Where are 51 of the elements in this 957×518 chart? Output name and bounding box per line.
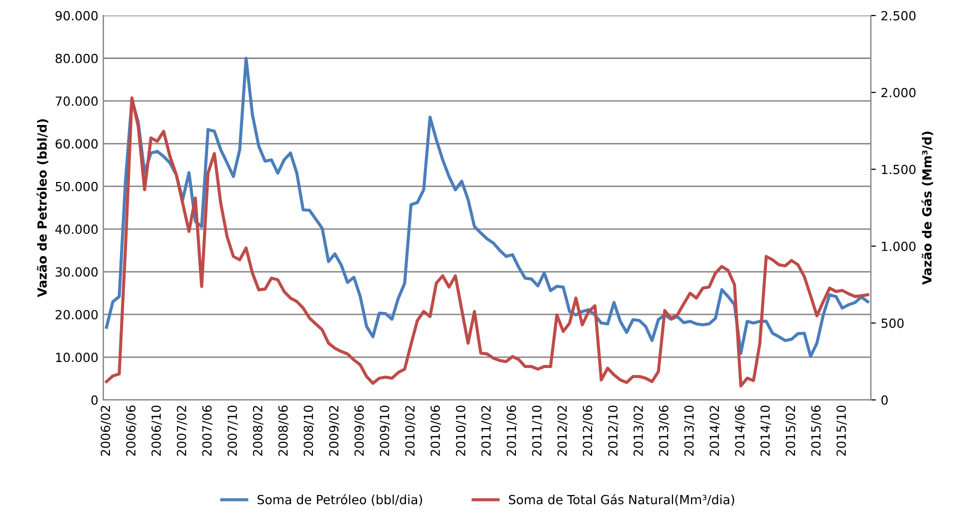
y-tick-label: 20.000 <box>56 310 98 320</box>
x-tick-label: 2015/06 <box>811 406 822 456</box>
y2-tick-label: 500 <box>882 318 904 328</box>
x-tick-label: 2013/10 <box>684 406 695 456</box>
y-tick-label: 90.000 <box>56 11 98 20</box>
x-tick-label: 2007/02 <box>176 406 188 456</box>
x-tick-label: 2013/06 <box>658 406 670 456</box>
x-tick-label: 2010/06 <box>430 406 441 456</box>
x-tick-label: 2010/02 <box>405 406 416 456</box>
x-tick-label: 2012/02 <box>557 406 568 456</box>
x-tick-label: 2007/10 <box>228 406 238 456</box>
y2-tick-label: 1.500 <box>882 164 916 174</box>
y2-tick-label: 2.500 <box>882 11 916 20</box>
x-tick-label: 2009/10 <box>380 406 390 456</box>
x-tick-label: 2012/10 <box>608 406 619 456</box>
x-tick-label: 2011/02 <box>481 406 492 456</box>
x-tick-label: 2011/06 <box>506 406 518 456</box>
x-tick-label: 2011/10 <box>532 406 542 456</box>
y-tick-label: 80.000 <box>56 54 98 64</box>
x-tick-label: 2014/02 <box>710 406 720 456</box>
y2-tick-label: 1.000 <box>882 242 916 252</box>
x-tick-label: 2006/10 <box>151 406 162 456</box>
x-tick-label: 2012/06 <box>582 406 594 456</box>
y-tick-label: 0 <box>91 395 98 405</box>
y-tick-label: 70.000 <box>56 96 98 106</box>
x-tick-label: 2015/10 <box>836 406 847 456</box>
x-tick-label: 2013/02 <box>634 406 644 456</box>
x-tick-label: 2010/10 <box>456 406 466 456</box>
x-tick-label: 2008/02 <box>252 406 264 456</box>
y2-axis-title: Vazão de Gás (Mm³/d) <box>921 132 934 285</box>
x-tick-label: 2009/06 <box>354 406 365 456</box>
x-tick-label: 2006/06 <box>126 406 137 456</box>
y-tick-label: 40.000 <box>55 224 98 234</box>
x-tick-label: 2008/06 <box>278 406 289 456</box>
y2-tick-label: 2.000 <box>882 88 916 98</box>
y-tick-label: 10.000 <box>56 352 98 362</box>
x-tick-label: 2014/06 <box>735 406 746 456</box>
x-tick-label: 2009/02 <box>329 406 340 456</box>
y-tick-label: 60.000 <box>56 139 98 149</box>
y-tick-label: 50.000 <box>56 182 98 192</box>
line-series <box>105 96 870 388</box>
x-tick-label: 2015/02 <box>786 406 796 456</box>
y-tick-label: 30.000 <box>56 267 98 277</box>
x-tick-label: 2007/06 <box>202 406 213 456</box>
y-axis-title: Vazão de Petróleo (bbl/d) <box>36 119 48 298</box>
x-tick-label: 2008/10 <box>304 406 314 456</box>
x-tick-label: 2014/10 <box>760 406 771 456</box>
legend-label: Soma de Petróleo (bbl/dia) <box>258 494 422 506</box>
x-tick-label: 2006/02 <box>100 406 112 456</box>
y2-tick-label: 0 <box>881 395 888 405</box>
legend-label: Soma de Total Gás Natural(Mm³/dia) <box>508 494 734 506</box>
